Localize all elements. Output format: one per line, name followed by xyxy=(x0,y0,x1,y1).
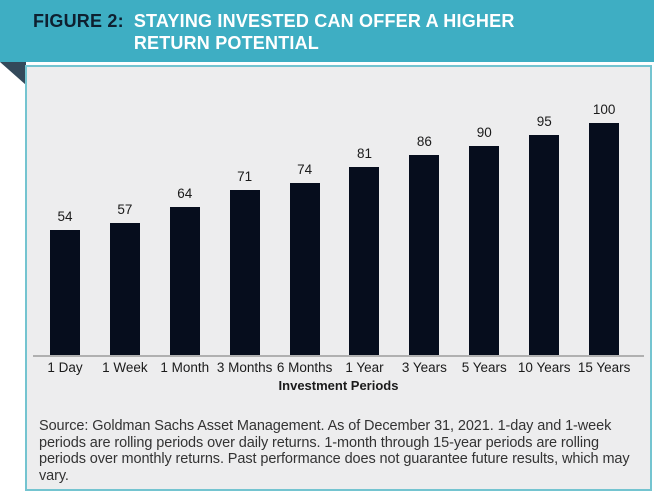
fold-corner-triangle xyxy=(0,62,26,85)
bar-value-label: 100 xyxy=(592,102,616,117)
figure-title: STAYING INVESTED CAN OFFER A HIGHER RETU… xyxy=(134,10,515,54)
figure-label: FIGURE 2: xyxy=(33,11,124,31)
bar-value-label: 95 xyxy=(536,114,552,129)
bar xyxy=(289,183,320,355)
figure-title-line-2: RETURN POTENTIAL xyxy=(133,33,320,53)
bar-value-label: 57 xyxy=(117,202,133,217)
bar-value-label: 74 xyxy=(297,162,313,177)
category-label: 1 Week xyxy=(102,360,148,375)
bar-column: 100 xyxy=(574,102,634,355)
x-axis-line xyxy=(33,355,644,357)
bar-value-label: 81 xyxy=(356,146,372,161)
x-axis-category-labels: 1 Day 1 Week 1 Month 3 Months 6 Months 1 Year… xyxy=(27,357,650,375)
bar xyxy=(49,230,80,355)
x-axis-title: Investment Periods xyxy=(278,378,399,393)
category-label: 6 Months xyxy=(276,360,333,375)
bar-column: 86 xyxy=(394,134,454,355)
bar-value-label: 71 xyxy=(237,169,253,184)
category-label: 1 Day xyxy=(47,360,83,375)
source-note: Source: Goldman Sachs Asset Management. … xyxy=(39,418,630,484)
bar-column: 54 xyxy=(35,209,95,355)
bar-value-label: 64 xyxy=(177,186,193,201)
bar-value-label: 90 xyxy=(476,125,492,140)
bar xyxy=(349,167,380,355)
bar xyxy=(229,190,260,355)
bar-column: 64 xyxy=(155,186,215,355)
bar-chart: 54 57 64 71 74 81 86 90 95 100 xyxy=(27,97,650,355)
bar-column: 81 xyxy=(335,146,395,355)
bar xyxy=(469,146,500,355)
chart-panel: 54 57 64 71 74 81 86 90 95 100 1 Day 1 Week 1 Month… xyxy=(25,65,652,491)
category-label: 3 Months xyxy=(216,360,273,375)
bar-column: 74 xyxy=(275,162,335,355)
bar-value-label: 86 xyxy=(416,134,432,149)
category-label: 3 Years xyxy=(401,360,447,375)
bar-value-label: 54 xyxy=(57,209,73,224)
bar xyxy=(169,207,200,355)
category-label: 1 Year xyxy=(345,360,384,375)
bar-column: 90 xyxy=(454,125,514,355)
figure-header: FIGURE 2: STAYING INVESTED CAN OFFER A H… xyxy=(0,0,654,62)
bar xyxy=(529,135,560,355)
bar-column: 57 xyxy=(95,202,155,355)
category-label: 1 Month xyxy=(160,360,210,375)
bar xyxy=(589,123,620,355)
figure-title-line-1: STAYING INVESTED CAN OFFER A HIGHER xyxy=(133,11,515,31)
bar xyxy=(409,155,440,355)
category-label: 15 Years xyxy=(577,360,631,375)
category-label: 10 Years xyxy=(517,360,571,375)
category-label: 5 Years xyxy=(461,360,507,375)
bar xyxy=(109,223,140,355)
bar-column: 95 xyxy=(514,114,574,355)
bar-column: 71 xyxy=(215,169,275,355)
